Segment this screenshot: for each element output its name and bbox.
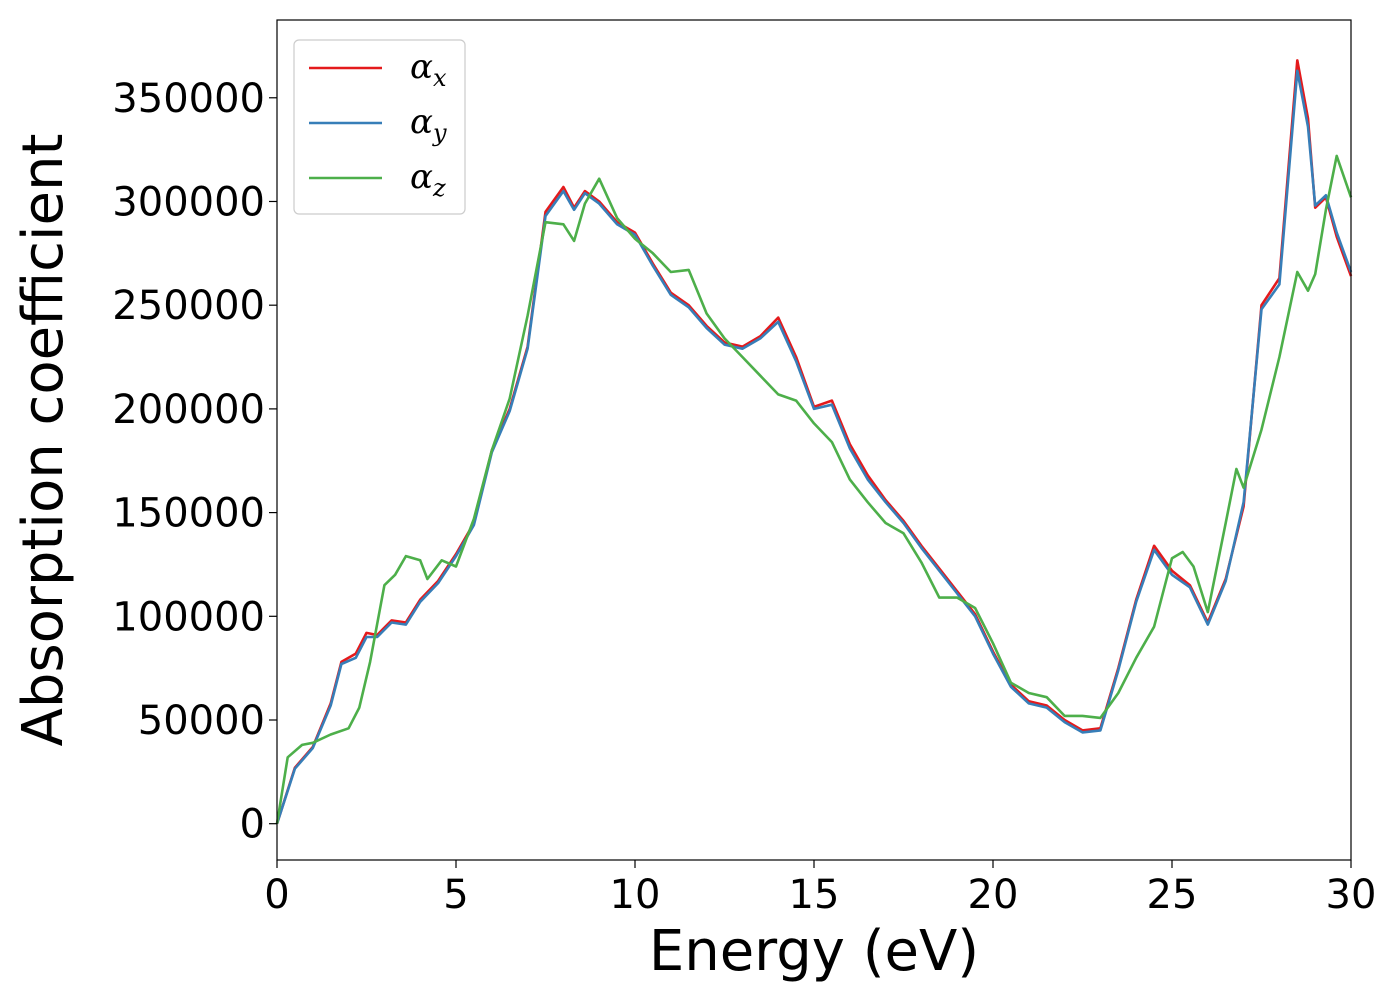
legend-symbol: α <box>410 47 433 87</box>
legend-subscript: z <box>432 174 446 202</box>
x-axis-title: Energy (eV) <box>649 919 979 984</box>
y-tick-label: 250000 <box>112 283 265 329</box>
x-tick-label: 30 <box>1326 872 1377 918</box>
legend-subscript: y <box>432 119 447 147</box>
x-tick-label: 25 <box>1147 872 1198 918</box>
x-tick-label: 10 <box>610 872 661 918</box>
x-axis: 0 5 10 15 20 25 30 <box>264 860 1376 918</box>
legend-frame <box>293 39 466 215</box>
y-axis-title: Absorption coefficient <box>11 134 76 747</box>
y-tick-label: 100000 <box>112 594 265 640</box>
x-tick-label: 5 <box>443 872 468 918</box>
legend-label-z: αz <box>410 157 446 202</box>
y-tick-label: 200000 <box>112 387 265 433</box>
x-tick-label: 0 <box>264 872 289 918</box>
y-tick-label: 150000 <box>112 491 265 537</box>
legend-label-x: αx <box>410 47 447 92</box>
y-tick-label: 50000 <box>138 698 265 744</box>
legend-symbol: α <box>410 102 433 142</box>
legend-label-y: αy <box>410 102 447 147</box>
series-line-z <box>275 154 1353 824</box>
y-tick-label: 350000 <box>112 76 265 122</box>
series-line-y <box>275 69 1353 825</box>
y-tick-label: 0 <box>240 802 265 848</box>
x-tick-label: 15 <box>789 872 840 918</box>
legend-symbol: α <box>410 157 433 197</box>
x-tick-label: 20 <box>968 872 1019 918</box>
legend-subscript: x <box>433 64 447 92</box>
y-axis: 0 50000 100000 150000 200000 250000 300000 3500… <box>112 76 277 848</box>
series-layer <box>275 59 1353 825</box>
y-tick-label: 300000 <box>112 179 265 225</box>
